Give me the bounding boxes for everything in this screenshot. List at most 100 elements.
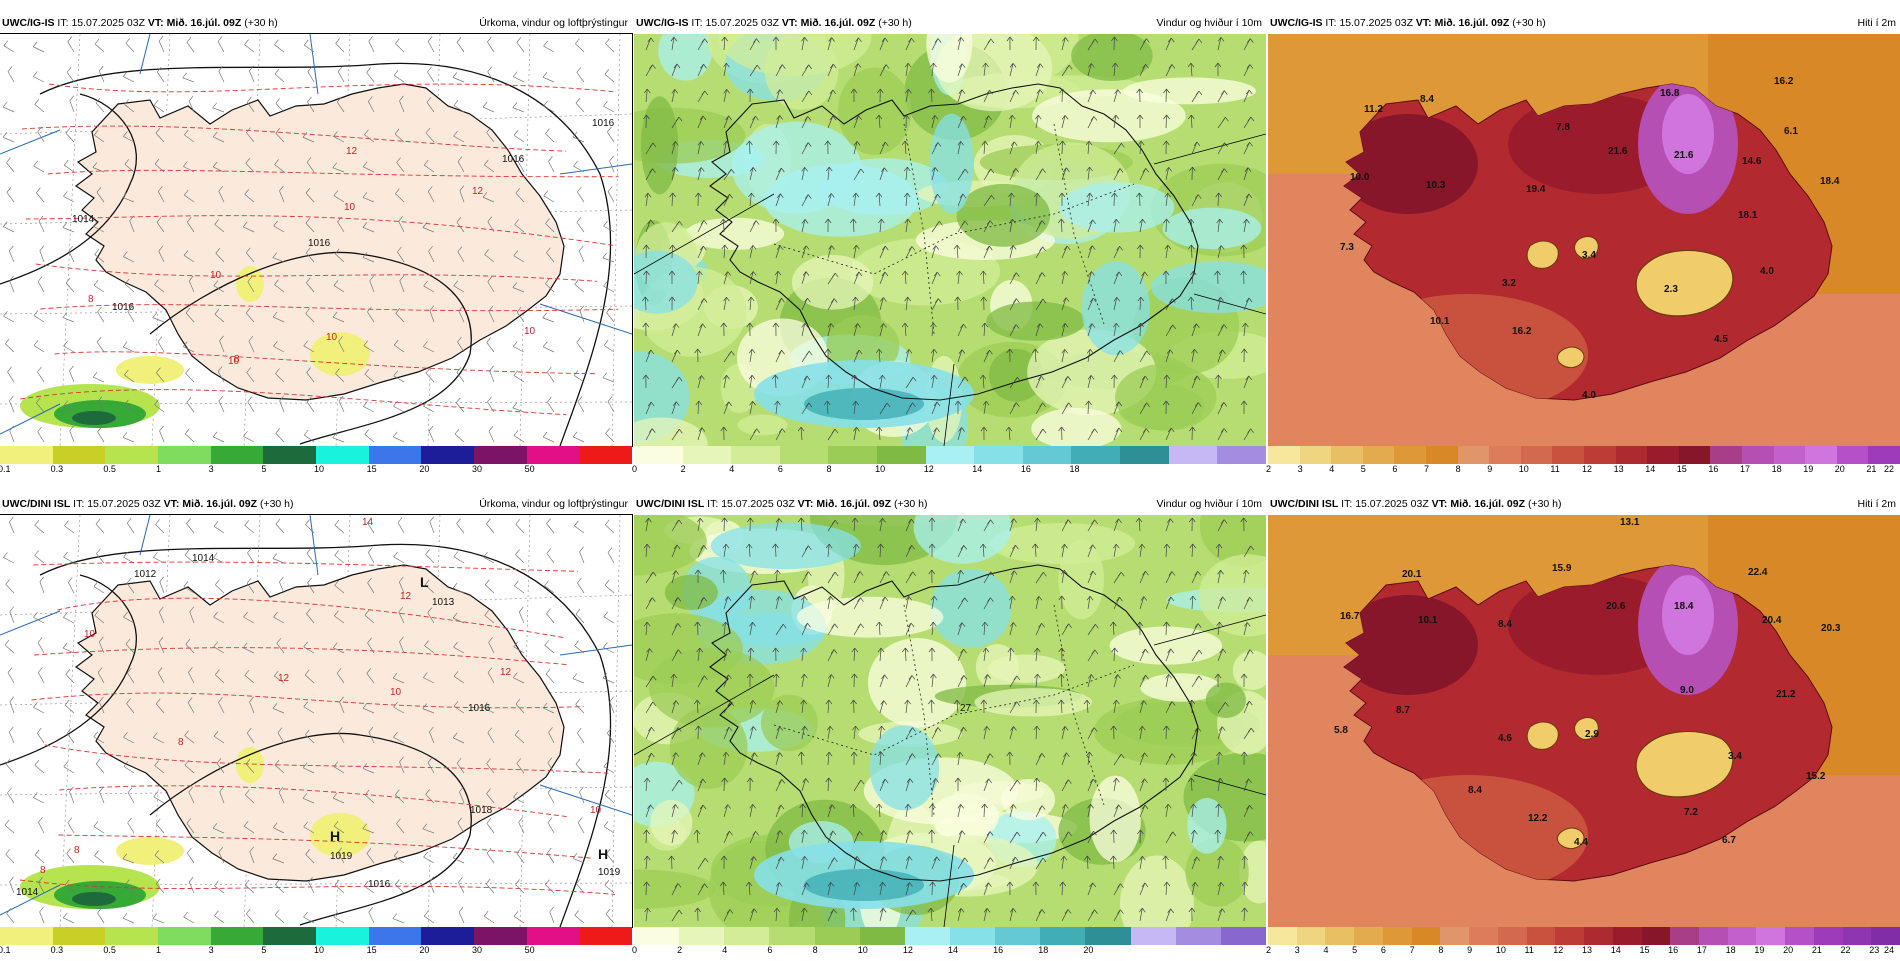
colorbar-swatch (1679, 446, 1711, 464)
init-time: 15.07.2025 03Z (721, 498, 795, 510)
it-label: IT: (1325, 17, 1336, 29)
colorbar-tick-label: 0.3 (51, 464, 64, 474)
colorbar-tick-label: 11 (1525, 945, 1534, 955)
map-label: H (330, 828, 340, 844)
model-name: UWC/DINI ISL (2, 498, 70, 510)
map-label: 16.8 (1660, 88, 1680, 99)
colorbar-tick-label: 30 (472, 945, 482, 955)
panel-title: Úrkoma, vindur og loftþrýstingur (479, 12, 628, 34)
colorbar-swatch (1300, 446, 1332, 464)
colorbar-swatch (1785, 927, 1814, 945)
map-label: 4.5 (1714, 334, 1728, 345)
colorbar-tick-label: 24 (1884, 945, 1894, 955)
model-name: UWC/IG-IS (1270, 17, 1323, 29)
colorbar-swatch (1647, 446, 1679, 464)
vt-label: VT: (164, 498, 180, 510)
valid-time: Mið. 16.júl. 09Z (1435, 17, 1510, 29)
colorbar-swatch (1489, 446, 1521, 464)
colorbar-tick-label: 0 (632, 945, 637, 955)
map-label: 12 (500, 667, 512, 678)
map-canvas: 27 (634, 515, 1266, 927)
colorbar-swatch (634, 927, 679, 945)
colorbar-swatch (1670, 927, 1699, 945)
it-label: IT: (57, 17, 68, 29)
map-label: 16.7 (1340, 611, 1360, 622)
colorbar-swatch (1221, 927, 1266, 945)
colorbar-swatch (769, 927, 814, 945)
colorbar-swatch (1584, 927, 1613, 945)
colorbar-tick-label: 8 (1456, 464, 1461, 474)
init-time: 15.07.2025 03Z (705, 17, 779, 29)
colorbar-tick-label: 19 (1754, 945, 1764, 955)
colorbar-swatch (53, 446, 106, 464)
colorbar-tick-label: 4 (1323, 945, 1328, 955)
colorbar-swatch (1268, 927, 1297, 945)
map-label: 2.9 (1585, 729, 1599, 740)
colorbar-tick-label: 14 (948, 945, 958, 955)
colorbar-swatch (1325, 927, 1354, 945)
colorbar-tick-label: 20 (419, 945, 429, 955)
colorbar-swatch (926, 446, 975, 464)
map-label: 8.7 (1396, 705, 1410, 716)
map-label: 7.3 (1340, 242, 1354, 253)
map-label: 8 (40, 865, 46, 876)
map-label: 8 (234, 354, 240, 365)
colorbar (0, 446, 632, 464)
map-label: 8 (88, 294, 94, 305)
map-label: 12 (278, 673, 290, 684)
colorbar-tick-label: 16 (1668, 945, 1678, 955)
colorbar-swatch (53, 927, 106, 945)
map-label: 10 (344, 202, 356, 213)
colorbar-swatch (263, 927, 316, 945)
init-time: 15.07.2025 03Z (1339, 17, 1413, 29)
colorbar-tick-label: 10 (858, 945, 868, 955)
vt-label: VT: (798, 498, 814, 510)
colorbar-swatch (1268, 446, 1300, 464)
colorbar-tick-label: 6 (1392, 464, 1397, 474)
model-name: UWC/IG-IS (2, 17, 55, 29)
map-label: 21.6 (1608, 146, 1628, 157)
map-label: 13.1 (1620, 517, 1640, 528)
panel-header: UWC/DINI ISL IT: 15.07.2025 03Z VT: Mið.… (0, 493, 632, 515)
colorbar-tick-label: 5 (261, 464, 266, 474)
colorbar-tick-label: 17 (1697, 945, 1707, 955)
map-label: 10.0 (1350, 172, 1370, 183)
colorbar-tick-label: 50 (525, 464, 535, 474)
map-label: 3.4 (1582, 250, 1596, 261)
colorbar-tick-label: 15 (1677, 464, 1687, 474)
map-label: 8.4 (1468, 785, 1482, 796)
colorbar-swatch (1040, 927, 1085, 945)
colorbar-tick-label: 6 (767, 945, 772, 955)
colorbar-tick-label: 14 (1645, 464, 1655, 474)
map-label: 7.2 (1684, 807, 1698, 818)
colorbar-swatch (1331, 446, 1363, 464)
map-label: 1018 (470, 805, 493, 816)
colorbar-swatch (1584, 446, 1616, 464)
colorbar-swatch (1354, 927, 1383, 945)
panel-header: UWC/DINI ISL IT: 15.07.2025 03Z VT: Mið.… (634, 493, 1266, 515)
map-label: 10 (210, 270, 222, 281)
colorbar-swatch (1412, 927, 1441, 945)
map-label: 2.3 (1664, 284, 1678, 295)
colorbar-swatch (316, 927, 369, 945)
colorbar-tick-label: 15 (367, 945, 377, 955)
map-label: 21.2 (1776, 689, 1796, 700)
colorbar-swatch (1383, 927, 1412, 945)
map-label: 18.4 (1820, 176, 1840, 187)
colorbar-tick-label: 19 (1803, 464, 1813, 474)
panel-header: UWC/IG-IS IT: 15.07.2025 03Z VT: Mið. 16… (1268, 12, 1900, 34)
map-label: 20.3 (1821, 623, 1841, 634)
colorbar-swatch (1458, 446, 1490, 464)
map-label: 7.8 (1556, 122, 1570, 133)
it-label: IT: (707, 498, 718, 510)
colorbar-swatch (1085, 927, 1130, 945)
panel-title: Úrkoma, vindur og loftþrýstingur (479, 493, 628, 515)
colorbar-swatch (1527, 927, 1556, 945)
colorbar-swatch (1613, 927, 1642, 945)
colorbar-tick-label: 0 (632, 464, 637, 474)
map-label: 1012 (134, 569, 157, 580)
map-label: 4.6 (1498, 733, 1512, 744)
